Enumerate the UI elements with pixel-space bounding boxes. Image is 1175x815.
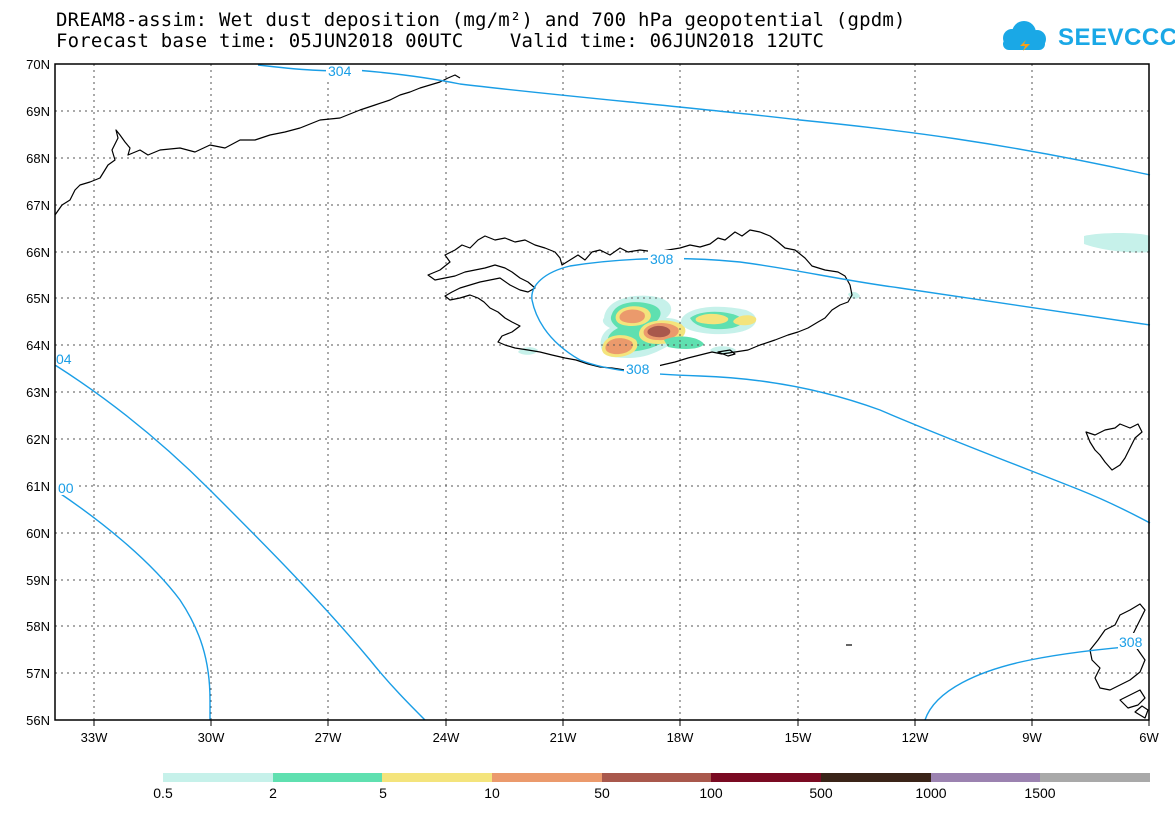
colorbar-labels: 0.5 2 5 10 50 100 500 1000 1500 [0,785,1175,805]
graticule [55,64,1149,720]
colorbar-swatch [163,773,273,782]
cloud-icon [1003,21,1046,51]
colorbar-label: 5 [379,785,387,801]
map-frame [54,63,1150,721]
lat-label: 60N [26,526,50,541]
lon-label: 27W [315,730,342,745]
axis-ticks [93,720,1150,726]
colorbar-label: 2 [269,785,277,801]
colorbar-label: 0.5 [153,785,173,801]
lat-label: 59N [26,573,50,588]
colorbar-swatch [930,773,1041,782]
colorbar-swatch [821,773,931,782]
lat-label: 57N [26,666,50,681]
lat-label: 56N [26,713,50,728]
colorbar-label: 1000 [915,785,947,801]
dust-deposition-field [518,233,1150,358]
colorbar-swatch [1040,773,1151,782]
colorbar-swatch [711,773,822,782]
lat-label: 65N [26,291,50,306]
coastline [54,74,1149,719]
colorbar-swatch [272,773,383,782]
forecast-times: Forecast base time: 05JUN2018 00UTC Vali… [56,30,825,52]
contour-label: 304 [328,63,352,79]
lat-label: 64N [26,338,50,353]
longitude-labels: 33W 30W 27W 24W 21W 18W 15W 12W 9W 6W [81,730,1160,745]
lat-label: 69N [26,104,50,119]
colorbar-swatch [492,773,602,782]
colorbar-label: 500 [809,785,833,801]
logo-text: SEEVCCC [1058,24,1175,51]
colorbar-label: 100 [699,785,723,801]
map-title: DREAM8-assim: Wet dust deposition (mg/m²… [56,9,906,31]
contour-label: 04 [56,351,72,367]
lat-label: 68N [26,151,50,166]
lat-label: 63N [26,385,50,400]
lon-label: 12W [902,730,929,745]
lon-label: 21W [550,730,577,745]
colorbar-label: 10 [484,785,500,801]
contour-label: 308 [1119,634,1143,650]
lon-label: 6W [1139,730,1159,745]
contour-labels: 304 308 308 04 00 308 [50,62,1150,650]
colorbar-swatch [382,773,493,782]
lon-label: 30W [198,730,225,745]
lon-label: 15W [785,730,812,745]
colorbar-label: 50 [594,785,610,801]
lon-label: 9W [1022,730,1042,745]
lat-label: 58N [26,619,50,634]
contour-label: 308 [626,361,650,377]
lon-label: 24W [433,730,460,745]
colorbar-label: 1500 [1024,785,1056,801]
lon-label: 33W [81,730,108,745]
lat-label: 61N [26,479,50,494]
contour-label: 308 [650,251,674,267]
contour-label: 00 [58,480,74,496]
colorbar [163,773,1151,782]
lat-label: 70N [26,57,50,72]
lat-label: 66N [26,245,50,260]
colorbar-swatch [601,773,712,782]
lat-label: 62N [26,432,50,447]
lat-label: 67N [26,198,50,213]
lon-label: 18W [667,730,694,745]
latitude-labels: 70N 69N 68N 67N 66N 65N 64N 63N 62N 61N … [26,57,50,728]
